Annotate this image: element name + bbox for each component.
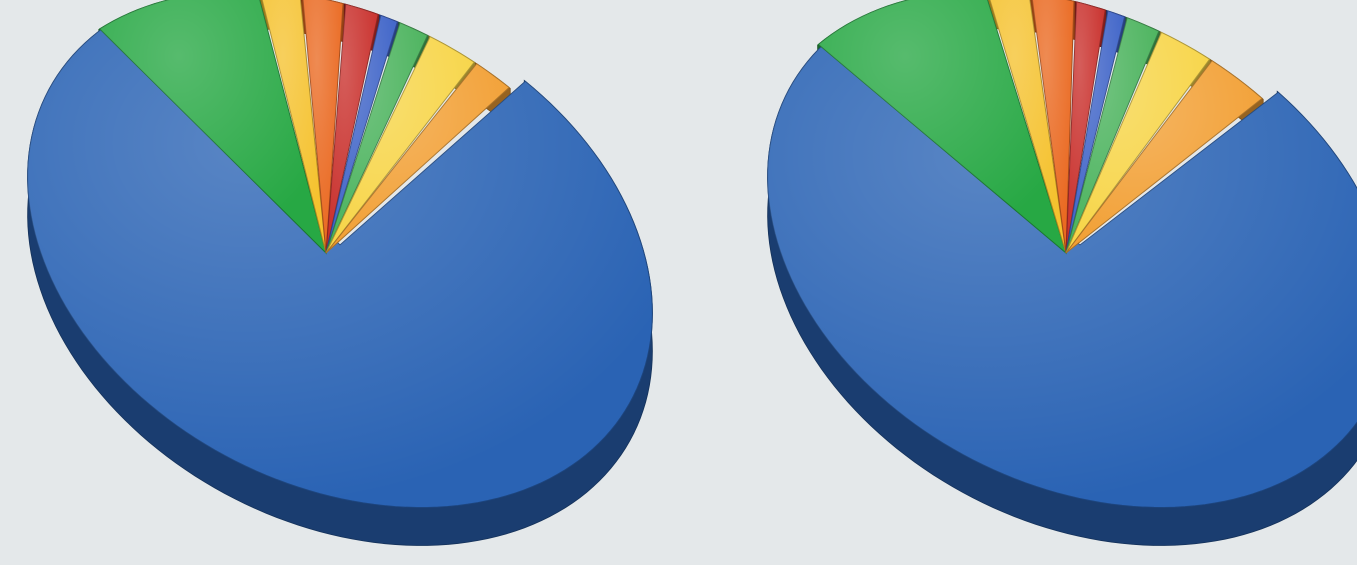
- pie-top-faces: [27, 0, 653, 508]
- pie-top-faces: [767, 0, 1357, 508]
- pie-chart-right: [767, 0, 1357, 546]
- pie-chart-left: [27, 0, 653, 546]
